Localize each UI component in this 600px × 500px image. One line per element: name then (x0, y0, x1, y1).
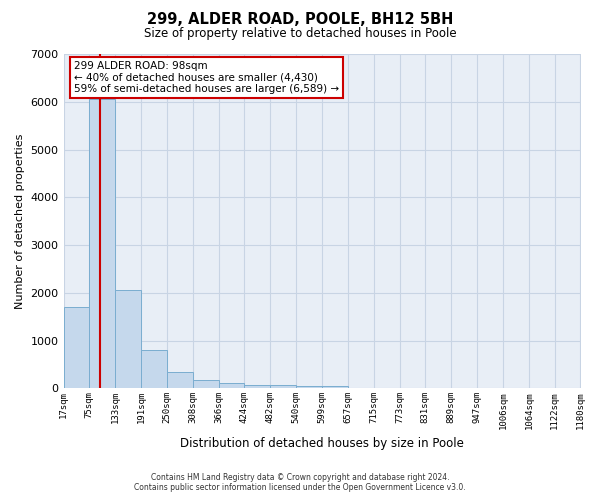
Bar (89, 100, 115, 389)
Bar (244, 384, 270, 388)
Bar (167, 372, 193, 388)
Bar (322, 386, 348, 388)
Bar (270, 386, 296, 388)
Bar (64, 307, 89, 388)
Bar (141, 350, 167, 389)
Text: Contains HM Land Registry data © Crown copyright and database right 2024.
Contai: Contains HM Land Registry data © Crown c… (134, 473, 466, 492)
Y-axis label: Number of detached properties: Number of detached properties (15, 134, 25, 309)
X-axis label: Distribution of detached houses by size in Poole: Distribution of detached houses by size … (180, 437, 464, 450)
Text: Size of property relative to detached houses in Poole: Size of property relative to detached ho… (143, 28, 457, 40)
Bar (193, 380, 218, 388)
Bar (218, 383, 244, 388)
Bar (296, 386, 322, 388)
Text: 299 ALDER ROAD: 98sqm
← 40% of detached houses are smaller (4,430)
59% of semi-d: 299 ALDER ROAD: 98sqm ← 40% of detached … (74, 60, 339, 94)
Bar (115, 290, 141, 388)
Text: 299, ALDER ROAD, POOLE, BH12 5BH: 299, ALDER ROAD, POOLE, BH12 5BH (147, 12, 453, 28)
